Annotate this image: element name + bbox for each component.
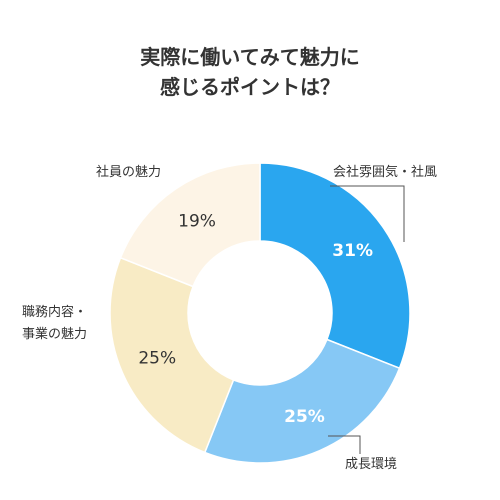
slice-category-label-3-line-2: 事業の魅力 xyxy=(22,326,87,342)
slice-category-label-4: 社員の魅力 xyxy=(96,164,161,180)
chart-title-line-1: 実際に働いてみて魅力に xyxy=(140,45,360,69)
donut-slice-1 xyxy=(259,162,411,370)
slice-value-label-4: 19% xyxy=(178,211,216,231)
donut-slice-4 xyxy=(119,162,261,288)
donut-slices xyxy=(109,162,411,464)
leader-line-2 xyxy=(328,435,361,454)
slice-category-label-3-line-1: 職務内容・ xyxy=(22,304,87,320)
slice-value-label-1: 31% xyxy=(332,241,373,261)
leader-lines xyxy=(328,185,405,454)
slice-labels: 31% 会社雰囲気・社風 25% 成長環境 25% 職務内容・事業の魅力 19% 社員の魅力 xyxy=(22,164,437,472)
slice-category-label-2: 成長環境 xyxy=(345,457,397,472)
slice-value-label-2: 25% xyxy=(284,407,325,427)
donut-slice-3 xyxy=(109,256,235,454)
slice-category-label-1: 会社雰囲気・社風 xyxy=(333,164,437,180)
slice-value-label-3: 25% xyxy=(138,348,176,368)
leader-line-1 xyxy=(330,185,405,242)
chart-title: 実際に働いてみて魅力に 感じるポイントは？ xyxy=(0,42,500,102)
chart-title-line-2: 感じるポイントは？ xyxy=(160,75,340,99)
donut-slice-2 xyxy=(203,338,401,464)
